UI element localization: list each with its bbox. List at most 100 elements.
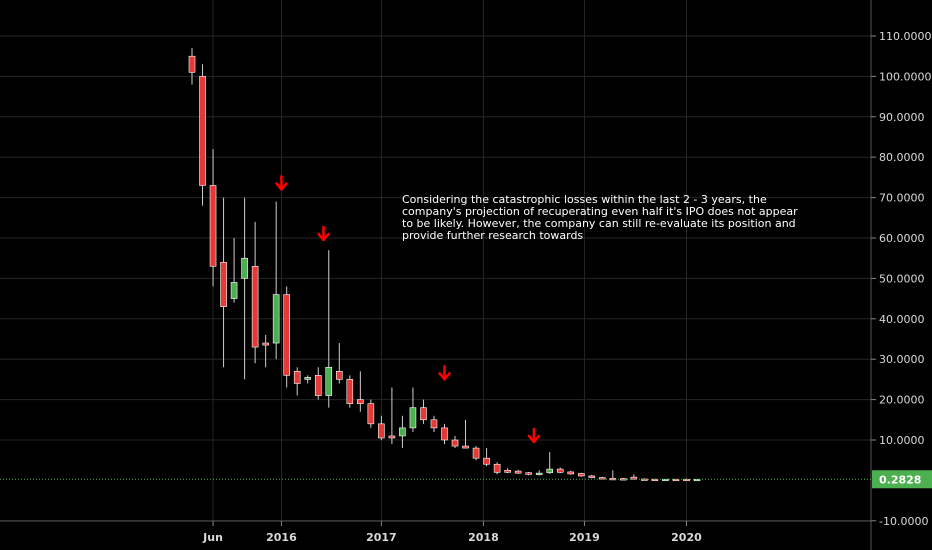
y-tick-label: 40.0000	[879, 313, 925, 326]
time-axis[interactable]: Jun 2016 2017 2018 2019 2020	[202, 521, 702, 544]
candle	[504, 468, 511, 474]
y-tick-label: 50.0000	[879, 272, 925, 285]
candle-body	[641, 478, 648, 481]
down-arrow-icon	[527, 427, 541, 444]
price-axis[interactable]: -10.0000 10.0000 20.0000 30.0000 40.0000 50.0…	[871, 30, 932, 528]
candle-body	[304, 377, 312, 380]
x-tick-label: 2016	[266, 531, 297, 544]
candle-body	[451, 439, 459, 447]
y-tick-label: 110.0000	[879, 30, 932, 43]
candle	[367, 399, 375, 428]
candle	[588, 474, 596, 478]
candle-body	[314, 375, 322, 396]
candle-body	[335, 371, 343, 380]
candle	[293, 367, 301, 396]
candle	[546, 452, 554, 474]
y-tick-label: 100.0000	[879, 70, 932, 83]
arrow-head	[438, 372, 451, 381]
candle-body	[325, 366, 333, 396]
candle-body	[577, 473, 585, 477]
x-tick-label: 2019	[569, 531, 600, 544]
candle-body	[441, 427, 448, 441]
candle	[209, 149, 217, 287]
candle	[283, 286, 290, 388]
x-tick-label: 2018	[468, 531, 499, 544]
candle	[472, 446, 480, 461]
candle-body	[588, 475, 596, 478]
candle-body	[472, 447, 480, 459]
candle	[272, 201, 280, 360]
candle-body	[504, 469, 511, 473]
candle	[577, 472, 585, 477]
candle-body	[493, 463, 501, 473]
y-tick-label: 70.0000	[879, 192, 925, 205]
candle	[430, 415, 438, 432]
candle-body	[283, 294, 290, 376]
candle-body	[241, 257, 248, 279]
candle	[683, 478, 690, 482]
candle	[251, 221, 259, 364]
candle	[620, 477, 627, 481]
candle-body	[220, 261, 227, 307]
annotation-line: to be likely. However, the company can s…	[402, 217, 796, 230]
candle-body	[525, 472, 532, 475]
candle-body	[399, 427, 406, 437]
candle-body	[199, 76, 206, 186]
candle	[493, 462, 501, 475]
annotation-line: company's projection of recuperating eve…	[402, 205, 798, 218]
candle-body	[251, 265, 259, 348]
y-tick-label: 30.0000	[879, 353, 925, 366]
x-tick-label: 2020	[671, 531, 702, 544]
candle-body	[483, 457, 490, 465]
candle-body	[599, 477, 606, 480]
candle	[641, 478, 648, 481]
candle	[304, 375, 312, 384]
candle-body	[462, 445, 469, 449]
candle	[483, 448, 490, 467]
x-tick-label: Jun	[202, 531, 223, 544]
annotation-text: Considering the catastrophic losses with…	[402, 193, 798, 242]
y-tick-label: -10.0000	[879, 515, 928, 528]
candle-body	[188, 55, 196, 73]
candle-body	[388, 435, 396, 439]
candle-body	[346, 379, 354, 404]
candle	[378, 415, 385, 440]
candle-body	[230, 282, 238, 299]
candle-body	[683, 478, 690, 482]
candle	[420, 399, 427, 424]
candle	[567, 470, 575, 475]
candle	[230, 238, 238, 303]
y-tick-label: 20.0000	[879, 394, 925, 407]
candle-body	[546, 468, 554, 474]
down-arrow-icon	[438, 365, 451, 381]
candle	[346, 375, 354, 408]
candle	[188, 48, 196, 85]
y-tick-label: 80.0000	[879, 151, 925, 164]
candle	[262, 334, 269, 368]
candle	[399, 415, 406, 449]
candle-body	[662, 478, 669, 482]
current-price-line: 0.2828	[0, 470, 932, 489]
candle-body	[378, 423, 385, 439]
candle	[335, 343, 343, 384]
candle	[535, 470, 543, 476]
candle	[357, 371, 364, 412]
down-arrow-icon	[275, 175, 288, 191]
candle	[241, 197, 248, 380]
arrow-head	[527, 434, 541, 444]
candle	[220, 197, 227, 368]
candle-body	[209, 185, 217, 267]
candle-body	[262, 342, 269, 346]
candle	[451, 435, 459, 449]
candle	[662, 478, 669, 482]
candle-body	[430, 419, 438, 429]
y-tick-label: 10.0000	[879, 434, 925, 447]
candle	[514, 469, 522, 474]
candle-body	[357, 399, 364, 404]
candle	[441, 423, 448, 445]
candle	[525, 471, 532, 476]
candle-series	[188, 48, 701, 482]
candle-body	[620, 478, 627, 481]
